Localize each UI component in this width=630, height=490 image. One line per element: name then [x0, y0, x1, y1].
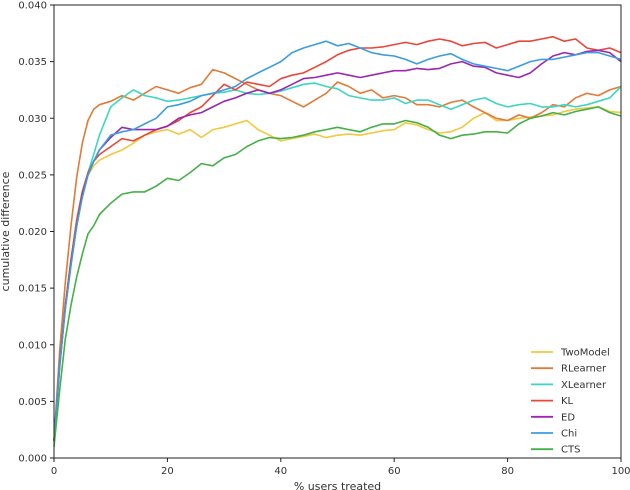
legend-label-ed: ED [561, 412, 575, 423]
series-line-rlearner [53, 68, 622, 442]
legend-label-rlearner: RLearner [561, 364, 607, 375]
legend-label-twomodel: TwoModel [560, 348, 610, 359]
legend-label-kl: KL [561, 396, 574, 407]
y-axis-title: cumulative difference [0, 171, 12, 291]
x-tick-label: 0 [51, 466, 57, 477]
series-line-xlearner [53, 82, 622, 442]
x-tick-label: 100 [611, 466, 630, 477]
x-tick-label: 20 [161, 466, 174, 477]
series-line-cts [53, 106, 622, 447]
y-tick-label: 0.015 [18, 284, 47, 295]
series-line-kl [53, 35, 622, 442]
series-line-chi [53, 40, 622, 442]
legend-label-chi: Chi [561, 429, 577, 440]
legend-label-cts: CTS [561, 445, 580, 456]
x-tick-label: 60 [388, 466, 401, 477]
legend: TwoModel RLearner XLearner KL ED Chi CTS [531, 348, 610, 456]
y-axis-ticks: 0.000 0.005 0.010 0.015 0.020 0.025 0.030 0.035… [18, 1, 54, 465]
y-tick-label: 0.000 [18, 454, 47, 465]
y-tick-label: 0.025 [18, 170, 47, 181]
y-tick-label: 0.030 [18, 114, 47, 125]
y-tick-label: 0.040 [18, 1, 47, 12]
y-tick-label: 0.005 [18, 397, 47, 408]
y-tick-label: 0.020 [18, 227, 47, 238]
x-tick-label: 40 [274, 466, 287, 477]
x-tick-label: 80 [501, 466, 514, 477]
y-tick-label: 0.010 [18, 340, 47, 351]
series-line-ed [53, 49, 622, 442]
y-tick-label: 0.035 [18, 57, 47, 68]
x-axis-title: % users treated [294, 480, 381, 490]
x-axis-ticks: 0 20 40 60 80 100 [51, 458, 630, 477]
legend-label-xlearner: XLearner [561, 380, 607, 391]
series-line-twomodel [53, 106, 622, 442]
series-layer [53, 35, 622, 447]
